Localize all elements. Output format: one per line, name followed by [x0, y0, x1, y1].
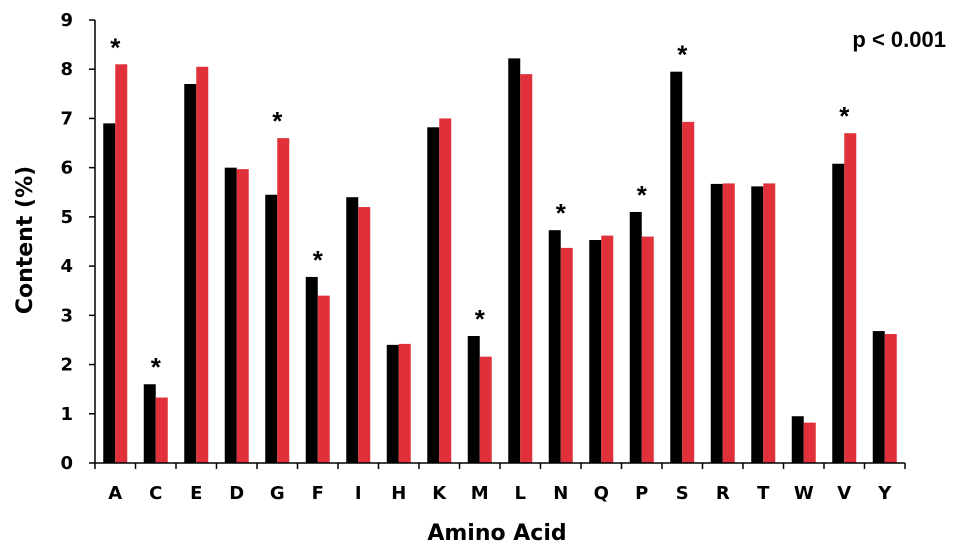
significance-star: * [839, 101, 850, 131]
y-tick-label: 6 [60, 158, 73, 179]
y-tick-label: 1 [60, 404, 73, 425]
x-tick-label: E [190, 483, 202, 504]
bar-series-2 [682, 121, 695, 463]
bar-series-2 [317, 295, 330, 463]
significance-star: * [313, 245, 324, 275]
bar-series-1 [548, 230, 561, 463]
significance-star: * [151, 352, 162, 382]
bar-series-2 [884, 334, 897, 463]
x-axis-title: Amino Acid [427, 521, 566, 546]
y-tick-label: 7 [60, 108, 73, 129]
bar-series-2 [155, 397, 168, 463]
x-tick-label: Y [877, 483, 892, 504]
x-tick-label: Q [594, 483, 609, 504]
bar-series-2 [115, 64, 128, 464]
bar-series-1 [629, 211, 642, 463]
y-axis-title: Content (%) [13, 166, 38, 314]
x-tick-label: G [270, 483, 285, 504]
significance-star: * [637, 180, 648, 210]
bar-series-1 [670, 71, 683, 463]
bar-series-2 [601, 235, 614, 463]
x-tick-label: N [553, 483, 568, 504]
x-tick-label: A [108, 483, 122, 504]
y-tick-label: 8 [60, 59, 73, 80]
bar-series-1 [265, 194, 278, 463]
x-tick-label: W [794, 483, 814, 504]
y-tick-label: 2 [60, 355, 73, 376]
x-tick-label: S [676, 483, 689, 504]
bar-series-2 [398, 343, 411, 463]
bar-series-1 [224, 167, 237, 463]
y-ticks-group: 0 1 2 3 4 5 6 7 8 9 [60, 10, 95, 474]
bar-series-1 [791, 416, 804, 463]
bar-series-2 [844, 133, 857, 463]
bar-series-2 [439, 118, 452, 463]
bar-series-1 [103, 123, 116, 463]
y-tick-label: 9 [60, 10, 73, 31]
x-tick-label: H [391, 483, 406, 504]
bar-series-2 [803, 422, 816, 463]
bar-series-2 [236, 169, 249, 464]
bar-series-1 [710, 183, 723, 463]
significance-star: * [556, 198, 567, 228]
x-tick-label: K [432, 483, 447, 504]
x-tick-label: M [471, 483, 489, 504]
x-tick-label: R [716, 483, 730, 504]
bar-series-1 [305, 276, 318, 463]
bar-series-2 [196, 66, 209, 463]
bar-series-1 [751, 186, 764, 464]
bar-series-1 [589, 240, 602, 463]
bar-series-2 [722, 183, 735, 463]
x-tick-label: C [149, 483, 162, 504]
bar-series-1 [143, 384, 156, 463]
bar-series-2 [277, 138, 290, 463]
bar-series-1 [427, 127, 440, 463]
bar-series-1 [467, 336, 480, 463]
y-tick-label: 0 [60, 453, 73, 474]
x-tick-label: L [515, 483, 526, 504]
significance-star: * [677, 40, 688, 70]
bar-series-1 [346, 197, 359, 463]
bar-series-2 [479, 356, 492, 463]
x-tick-label: F [312, 483, 324, 504]
x-tick-label: P [635, 483, 648, 504]
x-tick-label: D [229, 483, 244, 504]
y-tick-label: 4 [60, 256, 73, 277]
p-value-annotation: p < 0.001 [852, 27, 946, 52]
bar-series-2 [358, 207, 371, 463]
bar-series-1 [508, 58, 521, 463]
bar-series-2 [763, 183, 776, 463]
significance-star: * [475, 304, 486, 334]
bar-series-2 [560, 247, 573, 463]
bars-group [103, 58, 897, 464]
bar-series-1 [832, 163, 845, 463]
significance-markers-group: * * * * * * * * * [110, 32, 850, 382]
x-tick-label: V [837, 483, 851, 504]
bar-series-1 [872, 331, 885, 463]
bar-series-1 [184, 83, 197, 463]
y-tick-label: 5 [60, 207, 73, 228]
y-tick-label: 3 [60, 305, 73, 326]
significance-star: * [110, 32, 121, 62]
bar-series-2 [520, 74, 533, 464]
bar-series-1 [386, 344, 399, 463]
x-tick-label: I [355, 483, 362, 504]
x-tick-label: T [757, 483, 770, 504]
bar-series-2 [641, 236, 654, 463]
significance-star: * [272, 106, 283, 136]
